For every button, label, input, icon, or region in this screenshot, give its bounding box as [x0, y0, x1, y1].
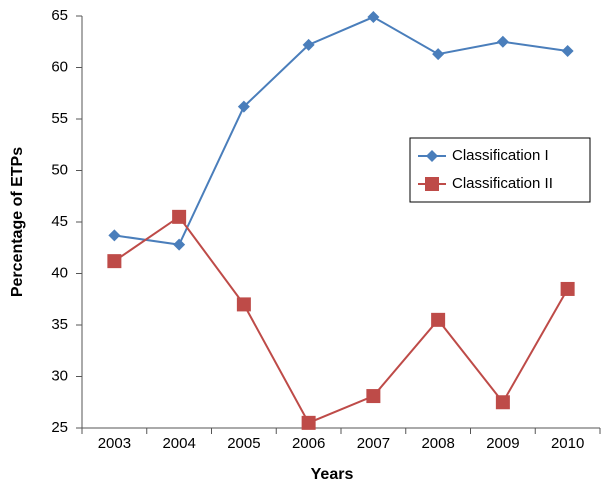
y-tick-label: 55 [51, 110, 68, 127]
data-point [107, 254, 122, 269]
y-tick-label: 30 [51, 367, 68, 384]
x-tick-label: 2008 [421, 435, 454, 452]
data-point [173, 238, 186, 251]
data-point [236, 297, 251, 312]
y-tick-label: 65 [51, 7, 68, 24]
legend-label: Classification II [452, 175, 553, 192]
data-point [301, 415, 316, 430]
x-tick-label: 2005 [227, 435, 260, 452]
x-tick-label: 2006 [292, 435, 325, 452]
legend-marker [425, 177, 439, 191]
legend-marker [426, 150, 438, 162]
legend-box [409, 137, 591, 203]
y-tick-label: 25 [51, 419, 68, 436]
y-tick-label: 40 [51, 264, 68, 281]
y-tick-label: 45 [51, 213, 68, 230]
data-point [367, 11, 380, 24]
legend-label: Classification I [452, 147, 549, 164]
series-line [113, 215, 569, 425]
x-tick-label: 2004 [162, 435, 195, 452]
y-tick-label: 60 [51, 58, 68, 75]
y-tick-label: 35 [51, 316, 68, 333]
x-tick-label: 2007 [357, 435, 390, 452]
x-tick-label: 2009 [486, 435, 519, 452]
data-point [496, 35, 509, 48]
series-line [114, 15, 568, 246]
data-point [560, 281, 575, 296]
data-point [172, 209, 187, 224]
y-axis-title: Percentage of ETPs [9, 147, 26, 297]
x-tick-label: 2003 [98, 435, 131, 452]
data-point [302, 38, 315, 51]
data-point [432, 48, 445, 61]
y-tick-label: 50 [51, 161, 68, 178]
x-axis-title: Years [311, 466, 354, 483]
data-point [495, 395, 510, 410]
data-point [431, 312, 446, 327]
data-point [237, 100, 250, 113]
x-tick-label: 2010 [551, 435, 584, 452]
data-point [561, 45, 574, 58]
data-point [108, 229, 121, 242]
data-point [366, 389, 381, 404]
